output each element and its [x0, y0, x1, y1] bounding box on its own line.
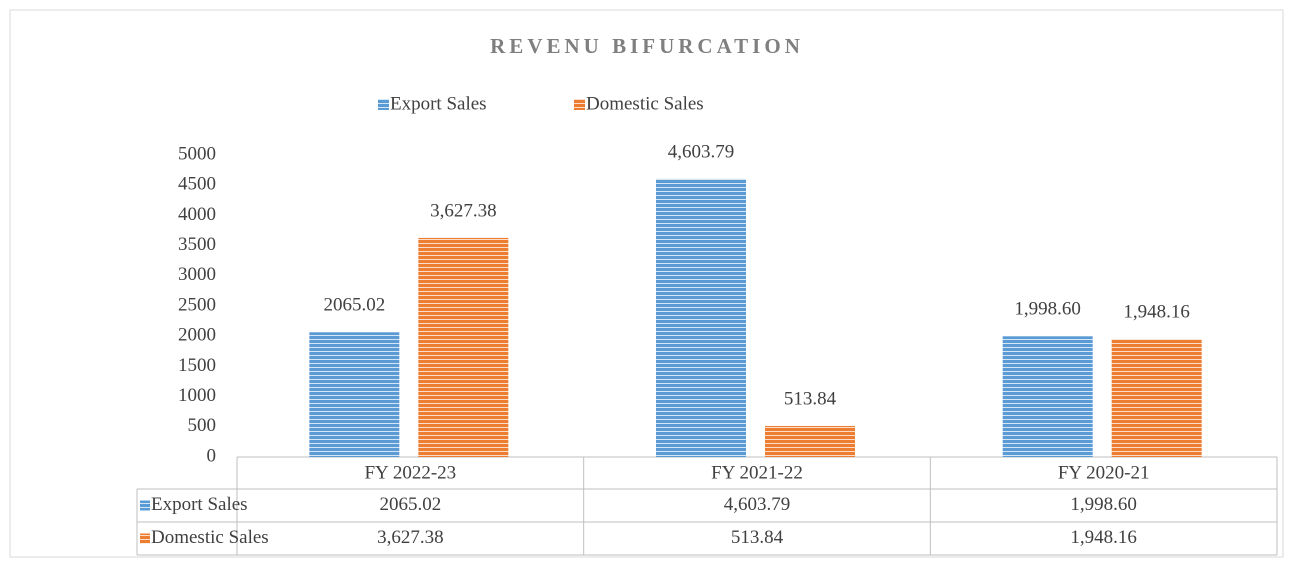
data-label: 3,627.38	[430, 200, 497, 221]
y-tick-label: 1500	[178, 355, 216, 376]
y-tick-label: 2500	[178, 294, 216, 315]
data-label: 1,998.60	[1014, 299, 1081, 320]
y-tick-label: 3500	[178, 234, 216, 255]
y-tick-label: 5000	[178, 143, 216, 164]
data-label: 513.84	[784, 388, 837, 409]
bar	[1002, 336, 1093, 457]
table-legend-swatch	[140, 500, 150, 511]
legend-swatch	[378, 99, 389, 110]
x-tick-label: FY 2020-21	[1058, 462, 1150, 483]
legend-label: Export Sales	[390, 93, 487, 114]
y-tick-label: 2000	[178, 325, 216, 346]
bar	[1111, 339, 1202, 457]
bar	[418, 237, 509, 457]
y-tick-label: 500	[188, 415, 217, 436]
legend-label: Domestic Sales	[586, 93, 704, 114]
y-tick-label: 0	[207, 445, 217, 466]
legend-swatch	[574, 99, 585, 110]
table-row-header: Domestic Sales	[151, 527, 269, 548]
data-label: 4,603.79	[668, 141, 735, 162]
table-cell: 1,998.60	[1070, 494, 1137, 515]
table-row-header: Export Sales	[151, 494, 248, 515]
bar	[765, 425, 855, 457]
table-cell: 1,948.16	[1070, 527, 1137, 548]
y-tick-label: 1000	[178, 385, 216, 406]
table-cell: 3,627.38	[377, 527, 444, 548]
table-legend-swatch	[140, 533, 150, 544]
y-tick-label: 3000	[178, 264, 216, 285]
chart-frame	[9, 9, 1284, 558]
table-cell: 2065.02	[379, 494, 441, 515]
y-tick-label: 4500	[178, 174, 216, 195]
table-cell: 4,603.79	[724, 494, 791, 515]
bar	[309, 332, 400, 457]
x-tick-label: FY 2022-23	[364, 462, 456, 483]
x-tick-label: FY 2021-22	[711, 462, 803, 483]
table-cell: 513.84	[731, 527, 784, 548]
data-label: 2065.02	[323, 295, 385, 316]
bar	[656, 178, 746, 457]
data-label: 1,948.16	[1123, 302, 1190, 323]
chart-title: REVENU BIFURCATION	[490, 34, 804, 58]
y-tick-label: 4000	[178, 204, 216, 225]
